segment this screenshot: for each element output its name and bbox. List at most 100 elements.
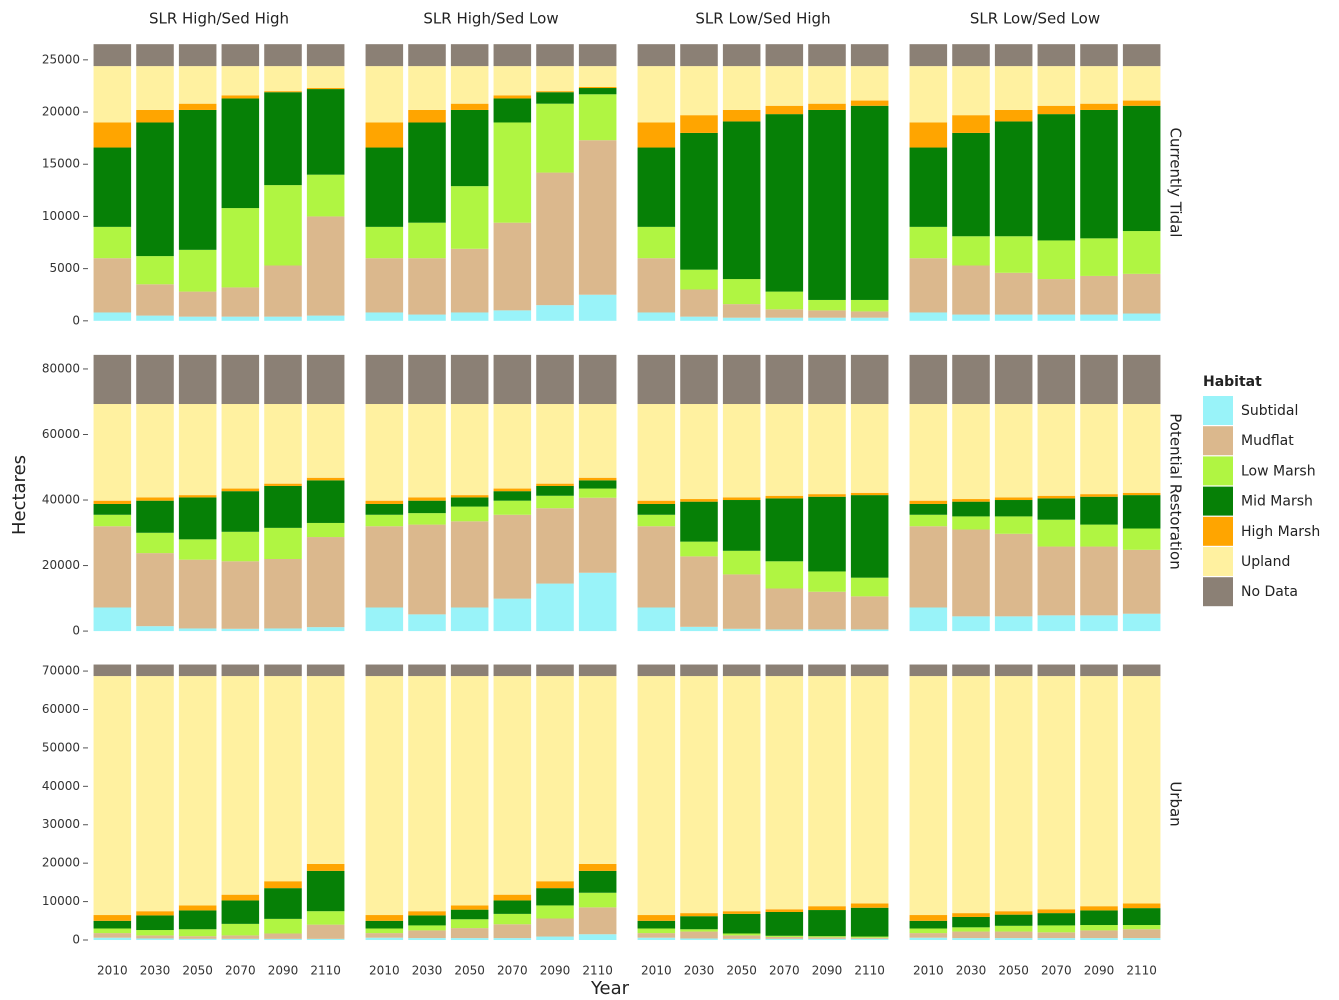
bar-segment — [1037, 546, 1076, 616]
bar-segment — [1037, 279, 1076, 315]
bar-segment — [1037, 909, 1076, 914]
bar-segment — [136, 626, 174, 632]
x-tick-label: 2070 — [497, 964, 528, 978]
bar-segment — [850, 66, 889, 101]
bar-segment — [994, 911, 1033, 915]
bar-segment — [808, 676, 846, 907]
bar-segment — [536, 676, 574, 882]
bar-segment — [93, 915, 132, 921]
bar-segment — [578, 572, 617, 632]
bar-segment — [637, 514, 676, 527]
bar-segment — [637, 312, 676, 321]
bar-segment — [808, 629, 846, 632]
bar-segment — [1122, 105, 1161, 232]
bar-segment — [1080, 676, 1118, 907]
bar-segment — [1080, 66, 1118, 104]
bar-segment — [306, 863, 345, 871]
bar-segment — [365, 354, 404, 405]
x-tick-label: 2010 — [97, 964, 128, 978]
bar-segment — [909, 933, 948, 938]
bar-segment — [1122, 354, 1161, 405]
x-tick-label: 2010 — [913, 964, 944, 978]
y-tick-label: 60000 — [42, 427, 80, 441]
bar-segment — [1080, 906, 1118, 911]
bar-segment — [365, 500, 404, 504]
bar-segment — [136, 404, 174, 498]
bar-segment — [952, 354, 990, 405]
bar-segment — [994, 121, 1033, 237]
bar-segment — [765, 936, 804, 939]
bar-segment — [493, 938, 532, 941]
bar-segment — [850, 317, 889, 321]
bar-segment — [1080, 925, 1118, 931]
bar-segment — [850, 100, 889, 106]
y-tick-label: 0 — [72, 624, 80, 638]
bar-segment — [536, 495, 574, 509]
bar-segment — [808, 906, 846, 911]
bar-segment — [909, 44, 948, 67]
bar-segment — [994, 664, 1033, 677]
bar-segment — [578, 863, 617, 871]
bar-segment — [93, 928, 132, 934]
y-tick-label: 20000 — [42, 105, 80, 119]
bar-segment — [637, 937, 676, 941]
legend-label: High Marsh — [1241, 524, 1320, 540]
bar-segment — [994, 44, 1033, 67]
bar-segment — [221, 935, 260, 939]
x-tick-label: 2110 — [310, 964, 341, 978]
x-tick-label: 2050 — [454, 964, 485, 978]
bar-segment — [136, 930, 174, 936]
bar-segment — [408, 915, 446, 926]
bar-segment — [850, 937, 889, 939]
bar-segment — [178, 103, 217, 110]
bar-segment — [264, 527, 302, 559]
bar-segment — [306, 924, 345, 939]
bar-segment — [994, 236, 1033, 273]
bar-segment — [221, 44, 260, 67]
bar-segment — [1080, 938, 1118, 941]
bar-segment — [536, 583, 574, 632]
bar-segment — [450, 664, 489, 677]
bar-segment — [722, 628, 761, 632]
x-axis-label: Year — [590, 978, 630, 999]
bar-segment — [306, 938, 345, 941]
bar-segment — [680, 501, 718, 542]
bar-segment — [1037, 519, 1076, 547]
bar-segment — [408, 109, 446, 123]
bar-segment — [850, 596, 889, 630]
bar-segment — [450, 404, 489, 496]
bar-segment — [408, 404, 446, 498]
bar-segment — [722, 933, 761, 936]
bar-segment — [408, 354, 446, 405]
bar-segment — [952, 927, 990, 932]
bar-segment — [264, 265, 302, 317]
bar-segment — [306, 480, 345, 523]
bar-segment — [1122, 664, 1161, 677]
bar-segment — [178, 905, 217, 911]
bar-segment — [909, 500, 948, 504]
bar-segment — [680, 316, 718, 321]
bar-segment — [637, 503, 676, 515]
bar-segment — [306, 315, 345, 321]
bar-segment — [264, 44, 302, 67]
bar-segment — [765, 291, 804, 310]
bar-segment — [765, 495, 804, 499]
bar-segment — [578, 870, 617, 893]
bar-segment — [1080, 44, 1118, 67]
bar-segment — [994, 500, 1033, 517]
bar-segment — [578, 892, 617, 908]
bar-segment — [1037, 66, 1076, 106]
bar-segment — [909, 122, 948, 148]
bar-segment — [178, 929, 217, 937]
bar-segment — [221, 488, 260, 492]
bar-segment — [408, 938, 446, 941]
bar-segment — [408, 911, 446, 916]
bar-segment — [93, 500, 132, 504]
bar-segment — [365, 937, 404, 941]
bar-segment — [722, 574, 761, 629]
bar-segment — [850, 577, 889, 597]
facet-label: SLR High/Sed Low — [423, 10, 558, 28]
bar-segment — [136, 109, 174, 123]
bar-segment — [365, 258, 404, 313]
bar-segment — [493, 488, 532, 492]
